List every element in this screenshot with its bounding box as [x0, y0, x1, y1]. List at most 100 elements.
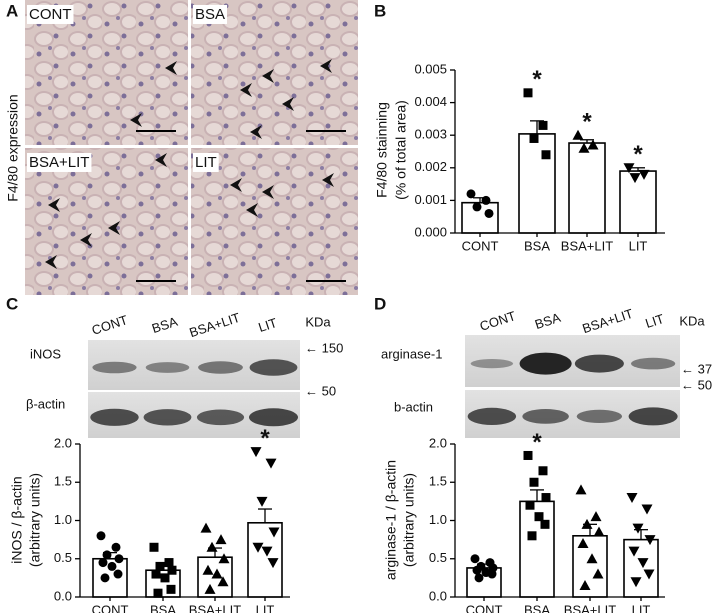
- blot-band: [519, 352, 572, 375]
- x-tick-label: BSA+LIT: [189, 602, 241, 613]
- data-point: [590, 511, 602, 522]
- blot-band: [628, 407, 678, 426]
- y-tick-label: 0.005: [414, 61, 447, 76]
- data-point: [102, 550, 112, 560]
- data-point: [100, 573, 110, 583]
- lane-label: LIT: [643, 311, 666, 331]
- x-tick-label: BSA: [150, 602, 176, 613]
- arrowhead: [320, 59, 332, 73]
- data-point: [164, 558, 174, 568]
- data-point: [111, 542, 121, 552]
- y-tick-label: 0.0: [54, 588, 72, 603]
- arrowhead: [108, 221, 120, 235]
- data-point: [628, 546, 640, 557]
- data-point: [529, 133, 539, 143]
- data-point: [593, 526, 605, 537]
- mw-marker: ← 37: [681, 361, 712, 376]
- data-point: [630, 577, 642, 588]
- blot-band: [576, 409, 623, 423]
- lane-label: LIT: [256, 315, 279, 335]
- arrowhead: [240, 83, 252, 97]
- data-point: [637, 558, 649, 569]
- data-point: [575, 484, 587, 495]
- data-point: [541, 493, 551, 503]
- blot-band: [249, 359, 298, 376]
- bar: [461, 201, 499, 234]
- blot-row-label: iNOS: [30, 346, 61, 361]
- data-point: [538, 120, 548, 130]
- y-tick-label: 1.5: [429, 474, 447, 489]
- y-tick-label: 0.5: [54, 550, 72, 565]
- blot-band: [249, 408, 298, 427]
- y-axis-label: (% of total area): [393, 100, 409, 200]
- mw-marker: ← 50: [681, 377, 712, 392]
- bar: [519, 500, 555, 598]
- data-point: [470, 554, 480, 564]
- arrowhead: [48, 198, 60, 212]
- y-axis-label: F4/80 stainning: [374, 102, 390, 198]
- mw-marker: ← 150: [305, 340, 343, 355]
- x-tick-label: BSA: [524, 238, 550, 253]
- panel-letter: C: [6, 294, 18, 313]
- label-box: [193, 4, 228, 24]
- data-point: [167, 565, 177, 575]
- y-tick-label: 2.0: [429, 435, 447, 450]
- kda-label: KDa: [679, 313, 705, 328]
- blot-band: [470, 359, 514, 369]
- data-point: [540, 519, 550, 529]
- data-point: [96, 531, 106, 541]
- data-point: [155, 561, 165, 571]
- kda-label: KDa: [305, 314, 331, 329]
- image-label: LIT: [195, 154, 217, 171]
- data-point: [577, 537, 589, 548]
- data-point: [218, 553, 230, 564]
- y-axis-label: (arbitrary units): [401, 473, 417, 567]
- blot-row-label: arginase-1: [381, 346, 442, 361]
- data-point: [632, 523, 644, 534]
- lane-label: CONT: [90, 312, 130, 338]
- micrograph: [191, 0, 358, 145]
- data-point: [638, 169, 650, 180]
- arrowhead: [262, 69, 274, 83]
- data-point: [534, 512, 544, 522]
- bar: [619, 170, 657, 234]
- blot-band: [574, 354, 624, 373]
- data-point: [641, 504, 653, 515]
- data-point: [166, 584, 176, 594]
- x-tick-label: LIT: [629, 238, 648, 253]
- arrowhead: [230, 178, 242, 192]
- data-point: [525, 500, 535, 510]
- bar: [568, 142, 606, 234]
- significance-mark: *: [633, 141, 643, 168]
- data-point: [623, 163, 635, 174]
- arrowhead: [80, 233, 92, 247]
- data-point: [579, 580, 591, 591]
- data-point: [113, 569, 123, 579]
- data-point: [538, 466, 548, 476]
- data-point: [160, 573, 170, 583]
- blot-band: [90, 408, 139, 426]
- y-axis-label: iNOS / β-actin: [9, 476, 25, 563]
- data-point: [98, 558, 108, 568]
- arrowhead: [130, 113, 142, 127]
- bar: [623, 538, 659, 598]
- y-tick-label: 1.5: [54, 474, 72, 489]
- data-point: [487, 569, 497, 579]
- lane-label: BSA: [150, 314, 180, 336]
- data-point: [202, 564, 214, 575]
- data-point: [529, 477, 539, 487]
- significance-mark: *: [532, 66, 542, 93]
- data-point: [466, 189, 476, 199]
- blot-row-label: β-actin: [26, 396, 65, 411]
- y-axis-label: (arbitrary units): [27, 473, 43, 567]
- image-label: BSA: [195, 6, 225, 23]
- data-point: [267, 558, 279, 569]
- lane-label: BSA+LIT: [580, 306, 635, 336]
- panel-letter: B: [374, 1, 386, 20]
- y-tick-label: 0.004: [414, 94, 447, 109]
- data-point: [265, 458, 277, 469]
- bar: [247, 521, 283, 598]
- x-tick-label: CONT: [462, 238, 499, 253]
- arrowhead: [322, 173, 334, 187]
